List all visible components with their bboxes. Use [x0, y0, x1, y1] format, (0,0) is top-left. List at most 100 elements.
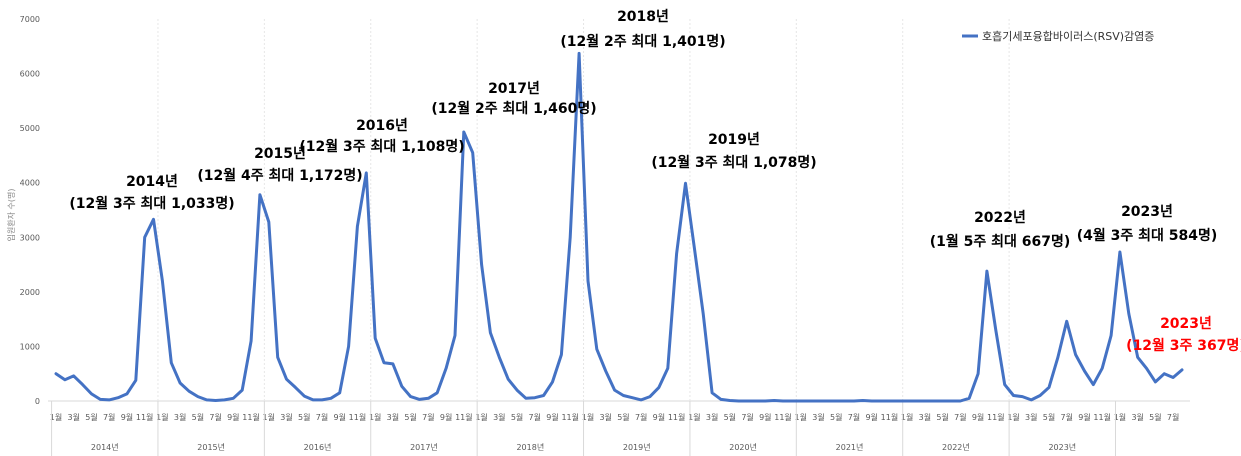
x-tick-label: 3월: [706, 412, 718, 422]
legend: 호흡기세포융합바이러스(RSV)감염증: [962, 29, 1154, 43]
y-tick-label: 0: [35, 397, 40, 406]
x-tick-label: 7월: [529, 412, 541, 422]
x-tick-label: 1월: [1114, 412, 1126, 422]
series-rsv: [54, 51, 1184, 403]
x-tick-label: 3월: [1131, 412, 1143, 422]
x-tick-label: 1월: [50, 412, 62, 422]
year-label: 2022년: [942, 442, 970, 452]
year-label: 2021년: [836, 442, 864, 452]
x-tick-label: 5월: [1149, 412, 1161, 422]
year-label: 2014년: [91, 442, 119, 452]
x-tick-label: 7월: [954, 412, 966, 422]
x-tick-label: 3월: [1025, 412, 1037, 422]
x-tick-label: 1월: [475, 412, 487, 422]
x-tick-label: 11월: [668, 412, 686, 422]
x-tick-label: 3월: [812, 412, 824, 422]
x-tick-label: 7월: [316, 412, 328, 422]
annotation-detail: (12월 4주 최대 1,172명): [197, 167, 362, 184]
x-tick-label: 3월: [387, 412, 399, 422]
x-tick-label: 11월: [1093, 412, 1111, 422]
annotation-detail: (12월 2주 최대 1,460명): [431, 100, 596, 117]
x-tick-label: 3월: [599, 412, 611, 422]
annotation-detail: (12월 2주 최대 1,401명): [560, 33, 725, 50]
x-tick-label: 1월: [582, 412, 594, 422]
x-tick-label: 3월: [493, 412, 505, 422]
x-tick-label: 11월: [242, 412, 260, 422]
year-label: 2023년: [1048, 442, 1076, 452]
x-tick-label: 9월: [121, 412, 133, 422]
year-label: 2015년: [197, 442, 225, 452]
x-tick-label: 1월: [263, 412, 275, 422]
x-tick-label: 7월: [209, 412, 221, 422]
x-tick-label: 11월: [136, 412, 154, 422]
year-label: 2016년: [304, 442, 332, 452]
x-tick-label: 9월: [1078, 412, 1090, 422]
x-tick-label: 3월: [280, 412, 292, 422]
annotation-detail: (12월 3주 최대 1,033명): [69, 195, 234, 212]
y-tick-label: 1000: [20, 342, 40, 351]
x-tick-label: 1월: [1007, 412, 1019, 422]
x-tick-label: 11월: [349, 412, 367, 422]
annotation-year: 2023년: [1121, 204, 1173, 220]
x-tick-label: 5월: [85, 412, 97, 422]
x-tick-label: 7월: [1061, 412, 1073, 422]
x-tick-label: 7월: [741, 412, 753, 422]
x-tick-label: 9월: [227, 412, 239, 422]
x-tick-label: 1월: [901, 412, 913, 422]
annotation-detail: (12월 3주 367명): [1126, 337, 1241, 354]
annotation-detail: (4월 3주 최대 584명): [1077, 227, 1218, 244]
x-tick-label: 1월: [688, 412, 700, 422]
annotation-year: 2019년: [708, 132, 760, 148]
x-tick-label: 11월: [455, 412, 473, 422]
annotation-year: 2016년: [356, 118, 408, 134]
x-tick-label: 5월: [404, 412, 416, 422]
year-label: 2020년: [729, 442, 757, 452]
x-tick-label: 9월: [759, 412, 771, 422]
series-line: [54, 51, 1184, 403]
x-tick-label: 9월: [333, 412, 345, 422]
x-tick-label: 7월: [848, 412, 860, 422]
y-tick-label: 5000: [20, 124, 40, 133]
x-tick-label: 5월: [1043, 412, 1055, 422]
x-tick-label: 7월: [1167, 412, 1179, 422]
annotation-detail: (1월 5주 최대 667명): [930, 233, 1071, 250]
annotation-detail: (12월 3주 최대 1,108명): [299, 138, 464, 155]
x-tick-label: 3월: [68, 412, 80, 422]
year-label: 2018년: [516, 442, 544, 452]
x-tick-label: 9월: [440, 412, 452, 422]
x-tick-label: 5월: [936, 412, 948, 422]
x-tick-label: 7월: [103, 412, 115, 422]
year-label: 2019년: [623, 442, 651, 452]
annotation-year: 2018년: [617, 9, 669, 25]
x-tick-label: 5월: [298, 412, 310, 422]
x-tick-label: 9월: [546, 412, 558, 422]
year-label: 2017년: [410, 442, 438, 452]
y-tick-label: 4000: [20, 179, 40, 188]
x-tick-label: 9월: [653, 412, 665, 422]
x-tick-label: 11월: [987, 412, 1005, 422]
x-tick-label: 3월: [174, 412, 186, 422]
x-tick-label: 5월: [724, 412, 736, 422]
annotations: 2014년 (12월 3주 최대 1,033명) 2015년 (12월 4주 최대 1…: [69, 9, 1241, 354]
legend-label: 호흡기세포융합바이러스(RSV)감염증: [982, 29, 1154, 43]
x-tick-label: 9월: [972, 412, 984, 422]
y-tick-label: 6000: [20, 70, 40, 79]
x-tick-label: 5월: [617, 412, 629, 422]
x-tick-label: 11월: [881, 412, 899, 422]
x-tick-label: 3월: [919, 412, 931, 422]
x-tick-label: 1월: [795, 412, 807, 422]
x-tick-label: 9월: [865, 412, 877, 422]
y-tick-label: 2000: [20, 288, 40, 297]
x-axis: 1월 3월 5월 7월 9월 11월 1월 3월 5월 7월 9월 11월 1월 3월 5월 7월 9월 11월 1…: [48, 19, 1190, 456]
annotation-year: 2022년: [974, 210, 1026, 226]
x-tick-label: 5월: [830, 412, 842, 422]
x-tick-label: 1월: [156, 412, 168, 422]
y-tick-label: 7000: [20, 15, 40, 24]
annotation-year: 2014년: [126, 174, 178, 190]
x-tick-label: 1월: [369, 412, 381, 422]
x-tick-label: 7월: [635, 412, 647, 422]
annotation-year: 2017년: [488, 81, 540, 97]
y-axis-label: 입원환자 수(명): [6, 189, 16, 242]
x-tick-label: 11월: [561, 412, 579, 422]
